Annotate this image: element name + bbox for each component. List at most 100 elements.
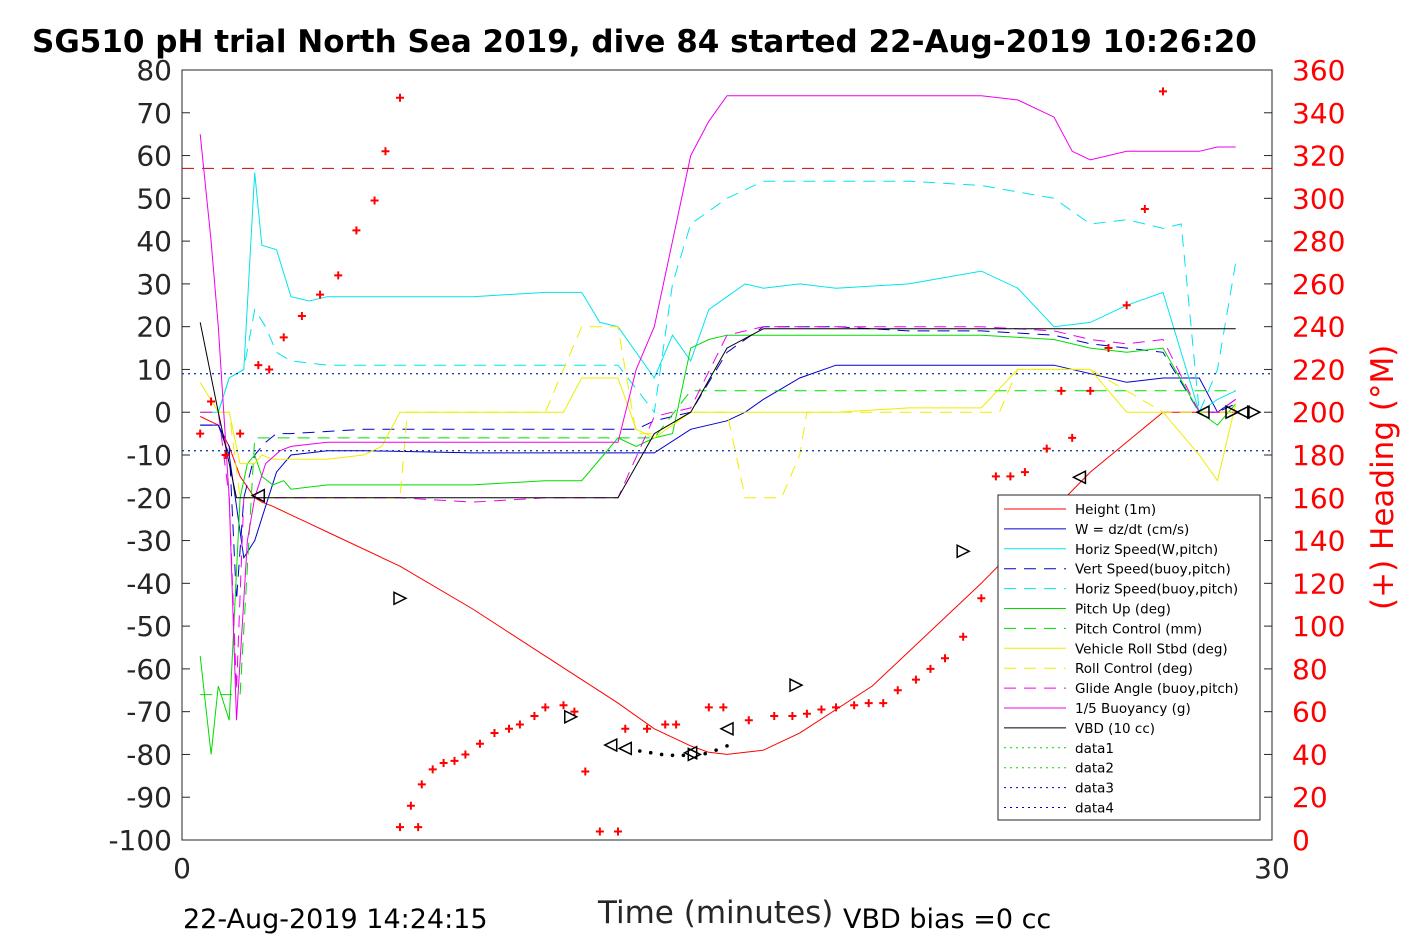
heading-point	[439, 759, 448, 767]
right-tick-label: 220	[1292, 353, 1345, 386]
legend-entry: data2	[1075, 761, 1114, 777]
triangle-marker	[1247, 405, 1262, 420]
legend-entry: Pitch Up (deg)	[1075, 602, 1171, 618]
heading-point	[926, 664, 935, 673]
heading-point	[1140, 205, 1149, 214]
markers-layer	[196, 87, 1262, 836]
series-line-7	[199, 368, 1237, 482]
series-line-8	[200, 326, 1236, 499]
legend-entry: Pitch Control (mm)	[1075, 621, 1202, 637]
heading-point	[595, 827, 604, 836]
heading-point	[265, 365, 274, 374]
heading-point	[570, 707, 579, 716]
chart-title: SG510 pH trial North Sea 2019, dive 84 s…	[32, 24, 1257, 60]
right-tick-label: 160	[1292, 482, 1345, 515]
legend-entry: Horiz Speed(buoy,pitch)	[1075, 582, 1238, 598]
heading-point	[196, 429, 205, 438]
heading-point	[911, 675, 920, 684]
legend-entry: 1/5 Buoyancy (g)	[1075, 701, 1191, 717]
depth-dot	[714, 748, 718, 752]
right-tick-label: 280	[1292, 225, 1345, 258]
series-line-10	[199, 95, 1236, 721]
triangle-marker	[1071, 470, 1087, 485]
triangle-marker	[603, 737, 618, 753]
heading-point	[352, 226, 361, 235]
left-tick-label: -90	[126, 781, 172, 814]
heading-point	[396, 823, 404, 832]
right-axis: 3603403203002802602402202001801601401201…	[1264, 54, 1345, 857]
heading-point	[1068, 433, 1077, 442]
series-line-5	[199, 334, 1237, 755]
triangle-marker	[719, 721, 734, 736]
heading-point	[672, 720, 681, 729]
right-tick-label: 140	[1292, 525, 1345, 558]
left-tick-label: 10	[136, 353, 172, 386]
depth-dot	[681, 753, 686, 758]
legend-entry: VBD (10 cc)	[1075, 721, 1155, 737]
depth-dot	[725, 744, 729, 748]
heading-point	[450, 756, 459, 765]
left-tick-label: 40	[136, 225, 172, 258]
heading-point	[207, 397, 216, 406]
triangle-marker	[687, 747, 702, 762]
right-tick-label: 80	[1292, 653, 1328, 686]
legend-entry: data1	[1075, 741, 1114, 757]
heading-point	[802, 709, 811, 718]
heading-point	[977, 594, 986, 603]
left-tick-label: 80	[136, 54, 172, 87]
heading-point	[1020, 468, 1029, 477]
heading-point	[515, 720, 524, 729]
x-axis-label: Time (minutes)	[597, 895, 833, 931]
heading-point	[475, 739, 484, 748]
heading-point	[1122, 301, 1131, 310]
heading-point	[279, 333, 288, 342]
heading-point	[959, 632, 968, 641]
heading-point	[1104, 344, 1113, 353]
right-tick-label: 300	[1292, 182, 1345, 215]
heading-point	[864, 699, 873, 708]
right-tick-label: 240	[1292, 311, 1345, 344]
heading-point	[991, 472, 1000, 481]
heading-point	[744, 716, 753, 725]
left-tick-label: 60	[136, 140, 172, 173]
depth-dot	[670, 753, 675, 758]
right-tick-label: 340	[1292, 97, 1345, 130]
x-tick-label: 30	[1254, 852, 1290, 885]
heading-point	[221, 451, 230, 459]
depth-dot	[638, 749, 642, 753]
left-tick-label: -20	[126, 482, 172, 515]
triangle-marker	[1235, 405, 1250, 420]
footer-timestamp: 22-Aug-2019 14:24:15	[183, 904, 488, 935]
right-tick-label: 180	[1292, 439, 1345, 472]
heading-point	[417, 780, 426, 789]
x-tick-label: 0	[173, 852, 191, 885]
right-tick-label: 260	[1292, 268, 1345, 301]
heading-point	[704, 703, 713, 712]
heading-point	[414, 823, 423, 832]
heading-point	[1057, 386, 1066, 395]
legend-entry: Vert Speed(buoy,pitch)	[1075, 562, 1231, 578]
legend-entry: data3	[1075, 781, 1114, 797]
heading-point	[490, 729, 499, 738]
heading-point	[788, 711, 797, 720]
heading-point	[661, 720, 670, 729]
left-tick-label: -80	[126, 738, 172, 771]
series-line-1	[200, 364, 1236, 560]
heading-point	[396, 93, 404, 102]
heading-point	[254, 361, 263, 370]
heading-point	[1159, 87, 1167, 96]
series-line-3	[200, 326, 1236, 601]
heading-point	[893, 686, 902, 695]
left-tick-label: 0	[154, 396, 172, 429]
legend-entry: Height (1m)	[1075, 502, 1156, 518]
legend-entry: Glide Angle (buoy,pitch)	[1075, 681, 1239, 697]
heading-point	[297, 311, 306, 320]
heading-point	[879, 699, 888, 708]
heading-point	[850, 701, 859, 710]
heading-point	[1086, 386, 1095, 395]
left-tick-label: -100	[108, 824, 172, 857]
legend-entry: Vehicle Roll Stbd (deg)	[1075, 641, 1228, 657]
left-tick-label: 50	[136, 182, 172, 215]
heading-point	[236, 429, 245, 438]
heading-point	[316, 290, 325, 299]
